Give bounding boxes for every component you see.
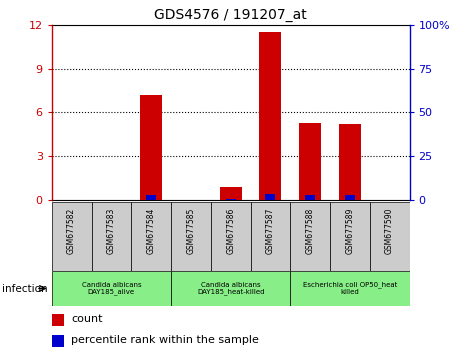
Bar <box>140 95 162 200</box>
Text: GSM677587: GSM677587 <box>266 207 275 254</box>
Bar <box>171 202 211 271</box>
Text: percentile rank within the sample: percentile rank within the sample <box>72 335 259 345</box>
Bar <box>339 124 361 200</box>
Bar <box>220 187 242 200</box>
Text: GSM677586: GSM677586 <box>226 207 235 254</box>
Bar <box>290 271 410 306</box>
Text: count: count <box>72 314 103 324</box>
Bar <box>345 195 355 200</box>
Bar <box>52 271 171 306</box>
Text: GSM677583: GSM677583 <box>107 207 116 254</box>
Text: GSM677588: GSM677588 <box>306 207 315 253</box>
Bar <box>370 202 410 271</box>
Text: infection: infection <box>2 284 48 293</box>
Bar <box>211 202 251 271</box>
Bar <box>91 202 131 271</box>
Bar <box>52 202 91 271</box>
Bar <box>52 314 64 326</box>
Bar <box>131 202 171 271</box>
Bar <box>266 194 275 200</box>
Text: GSM677582: GSM677582 <box>67 207 76 253</box>
Bar <box>260 32 281 200</box>
Bar <box>251 202 290 271</box>
Bar <box>146 195 156 200</box>
Bar <box>299 122 321 200</box>
Bar <box>225 199 236 200</box>
Bar <box>330 202 370 271</box>
Text: GSM677590: GSM677590 <box>385 207 394 254</box>
Bar <box>305 195 315 200</box>
Bar <box>290 202 330 271</box>
Text: GSM677585: GSM677585 <box>186 207 195 254</box>
Text: Candida albicans
DAY185_heat-killed: Candida albicans DAY185_heat-killed <box>197 282 265 295</box>
Text: GSM677584: GSM677584 <box>147 207 156 254</box>
Bar <box>52 335 64 347</box>
Title: GDS4576 / 191207_at: GDS4576 / 191207_at <box>154 8 307 22</box>
Text: Escherichia coli OP50_heat
killed: Escherichia coli OP50_heat killed <box>303 282 397 295</box>
Bar <box>171 271 290 306</box>
Text: GSM677589: GSM677589 <box>346 207 355 254</box>
Text: Candida albicans
DAY185_alive: Candida albicans DAY185_alive <box>81 282 141 295</box>
